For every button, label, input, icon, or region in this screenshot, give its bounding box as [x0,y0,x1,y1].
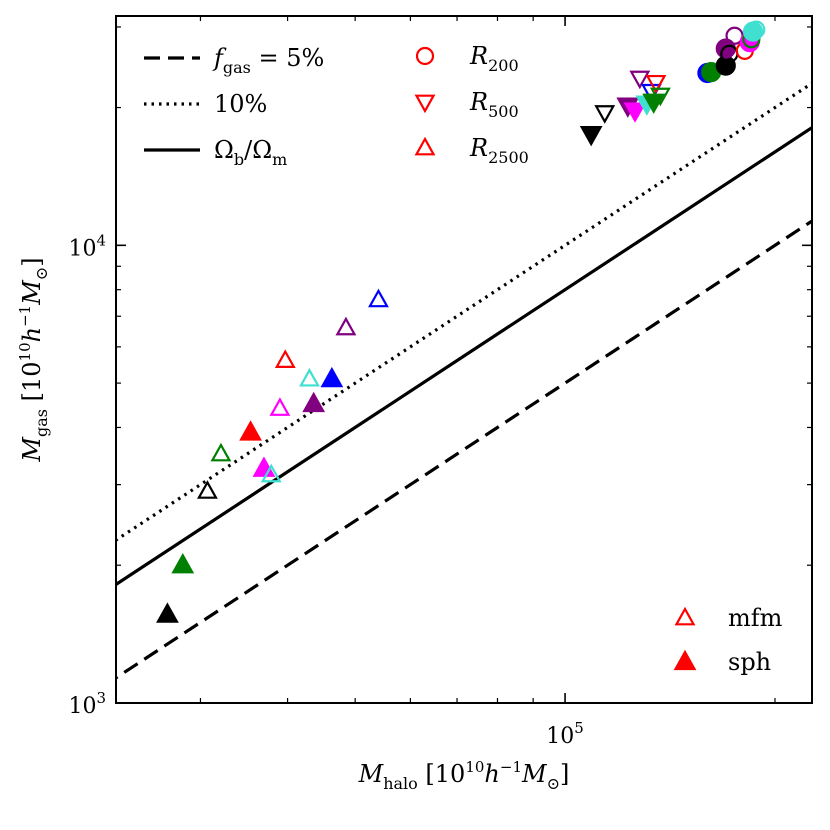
reference-line-omega [116,125,812,587]
legend-marker [414,94,436,114]
data-points [156,20,766,623]
data-point [594,105,616,124]
legend-line-label: 10% [214,90,267,118]
data-point [623,102,647,123]
data-point [302,391,326,413]
x-tick-label: 105 [546,719,584,749]
legend-marker-label: R200 [469,42,519,75]
data-point [274,349,296,368]
data-point [747,20,766,39]
data-point [269,397,291,416]
data-point [239,420,262,441]
data-point [579,125,603,147]
legend-marker [414,136,436,156]
axis-labels: Mhalo [1010h−1M⊙] Mgas [1010h−1M⊙] [16,257,569,793]
legend-code-marker [674,606,696,626]
legend-code-marker [673,649,697,671]
data-point [335,316,357,336]
legend-line-label: fgas = 5% [212,44,324,77]
tick-labels: 105 103 104 [68,231,583,749]
reference-lines [116,81,812,680]
data-point [649,87,671,107]
data-point [320,366,344,388]
data-point [260,463,282,483]
data-point [645,74,667,94]
data-point [715,55,736,76]
x-axis-label: Mhalo [1010h−1M⊙] [358,758,570,793]
data-point [629,70,651,90]
y-tick-label: 104 [68,231,106,261]
legend-marker [415,46,435,66]
data-point [197,480,218,499]
legend-code-label: mfm [728,604,783,632]
data-point [210,442,232,462]
data-point [299,367,320,387]
reference-line-fgas10 [116,81,812,542]
legend-marker-label: R2500 [469,134,529,167]
reference-line-fgas5 [116,219,812,680]
y-axis-label: Mgas [1010h−1M⊙] [16,257,51,462]
legend-line-label: Ωb/Ωm [214,136,287,169]
legends: fgas = 5% 10% Ωb/Ωm R200 R500 R2500 mfm sph [144,42,783,676]
y-tick-label: 103 [68,689,106,719]
data-point [368,288,389,308]
data-point [156,602,179,623]
plot-frame [115,15,813,704]
legend-marker-label: R500 [469,88,519,121]
legend-code-label: sph [728,648,771,676]
data-point [171,552,195,574]
